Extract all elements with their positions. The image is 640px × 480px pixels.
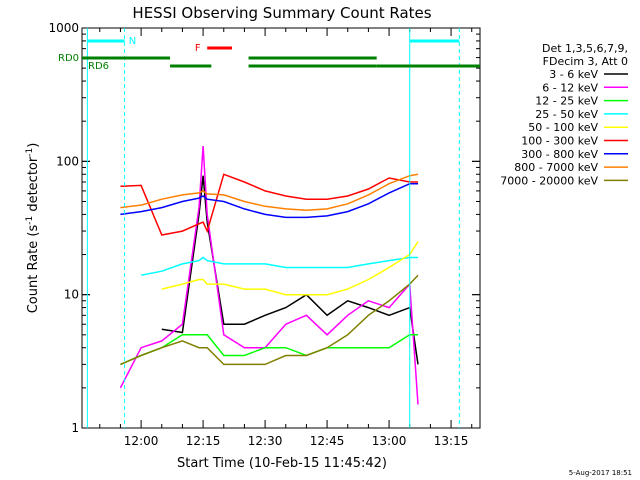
y-axis-label-end: ) [26, 143, 41, 148]
x-tick-label: 12:45 [310, 434, 345, 448]
x-tick-labels: 12:00 12:15 12:30 12:45 13:00 13:15 [124, 434, 469, 448]
x-tick-label: 13:15 [434, 434, 469, 448]
legend: Det 1,3,5,6,7,9, FDecim 3, Att 0 3 - 6 k… [500, 42, 628, 187]
legend-header-1: Det 1,3,5,6,7,9, [542, 42, 628, 55]
x-axis-label: Start Time (10-Feb-15 11:45:42) [177, 456, 387, 471]
series-line-1 [161, 175, 419, 365]
flare-label: F [195, 43, 201, 54]
y-axis-label-sup2: -1 [25, 148, 35, 157]
x-tick-label: 12:15 [186, 434, 221, 448]
legend-entry: 50 - 100 keV [528, 121, 598, 134]
legend-entry: 12 - 25 keV [535, 95, 598, 108]
legend-entry: 300 - 800 keV [521, 148, 598, 161]
y-tick-label: 100 [56, 154, 79, 168]
legend-entry: 3 - 6 keV [549, 68, 598, 81]
x-tick-label: 12:00 [124, 434, 159, 448]
legend-header-2: FDecim 3, Att 0 [543, 55, 628, 68]
legend-entry: 25 - 50 keV [535, 108, 598, 121]
rd0-label: RD0 [58, 53, 79, 64]
legend-entry: 7000 - 20000 keV [500, 174, 598, 187]
axis-ticks [82, 27, 480, 429]
annotation-group: N F RD0 RD6 [58, 28, 480, 428]
plot-area [81, 27, 481, 429]
legend-entry: 800 - 7000 keV [514, 161, 598, 174]
series-line-7 [120, 182, 418, 219]
x-tick-label: 13:00 [372, 434, 407, 448]
y-tick-label: 1000 [48, 21, 79, 35]
night-label: N [129, 36, 136, 47]
legend-entry: 6 - 12 keV [542, 81, 598, 94]
y-axis-label-mid: detector [26, 156, 41, 216]
x-tick-label: 12:30 [248, 434, 283, 448]
y-tick-labels: 1 10 100 1000 [48, 21, 79, 435]
y-tick-label: 1 [71, 421, 79, 435]
series-group [119, 146, 419, 405]
series-line-6 [120, 173, 418, 236]
y-tick-label: 10 [64, 288, 79, 302]
y-axis-label-main: Count Rate (s [26, 225, 41, 314]
chart-title: HESSI Observing Summary Count Rates [132, 4, 431, 22]
series-line-4 [140, 256, 418, 276]
rd6-label: RD6 [88, 61, 109, 72]
y-axis-label-sup1: -1 [25, 216, 35, 225]
series-line-9 [120, 274, 419, 366]
series-line-8 [120, 173, 419, 211]
timestamp: 5-Aug-2017 18:51 [569, 469, 632, 477]
series-line-5 [161, 241, 419, 296]
y-axis-label: Count Rate (s-1 detector-1) [25, 143, 41, 314]
legend-entry: 100 - 300 keV [521, 135, 598, 148]
series-line-2 [119, 146, 419, 405]
series-line-3 [120, 334, 418, 366]
